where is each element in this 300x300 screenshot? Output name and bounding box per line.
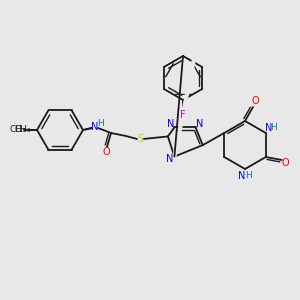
Text: O: O — [102, 147, 110, 157]
Text: N: N — [196, 119, 203, 129]
Text: N: N — [91, 122, 99, 132]
Text: S: S — [137, 134, 143, 144]
Text: F: F — [180, 110, 186, 120]
Text: CH₃: CH₃ — [15, 125, 31, 134]
Text: O: O — [282, 158, 290, 168]
Text: N: N — [167, 119, 174, 129]
Text: N: N — [166, 154, 173, 164]
Text: N: N — [265, 123, 272, 133]
Text: CH₃: CH₃ — [10, 125, 26, 134]
Text: H: H — [97, 119, 104, 128]
Text: H: H — [270, 124, 277, 133]
Text: N: N — [238, 171, 246, 181]
Text: O: O — [251, 96, 259, 106]
Text: H: H — [244, 172, 251, 181]
